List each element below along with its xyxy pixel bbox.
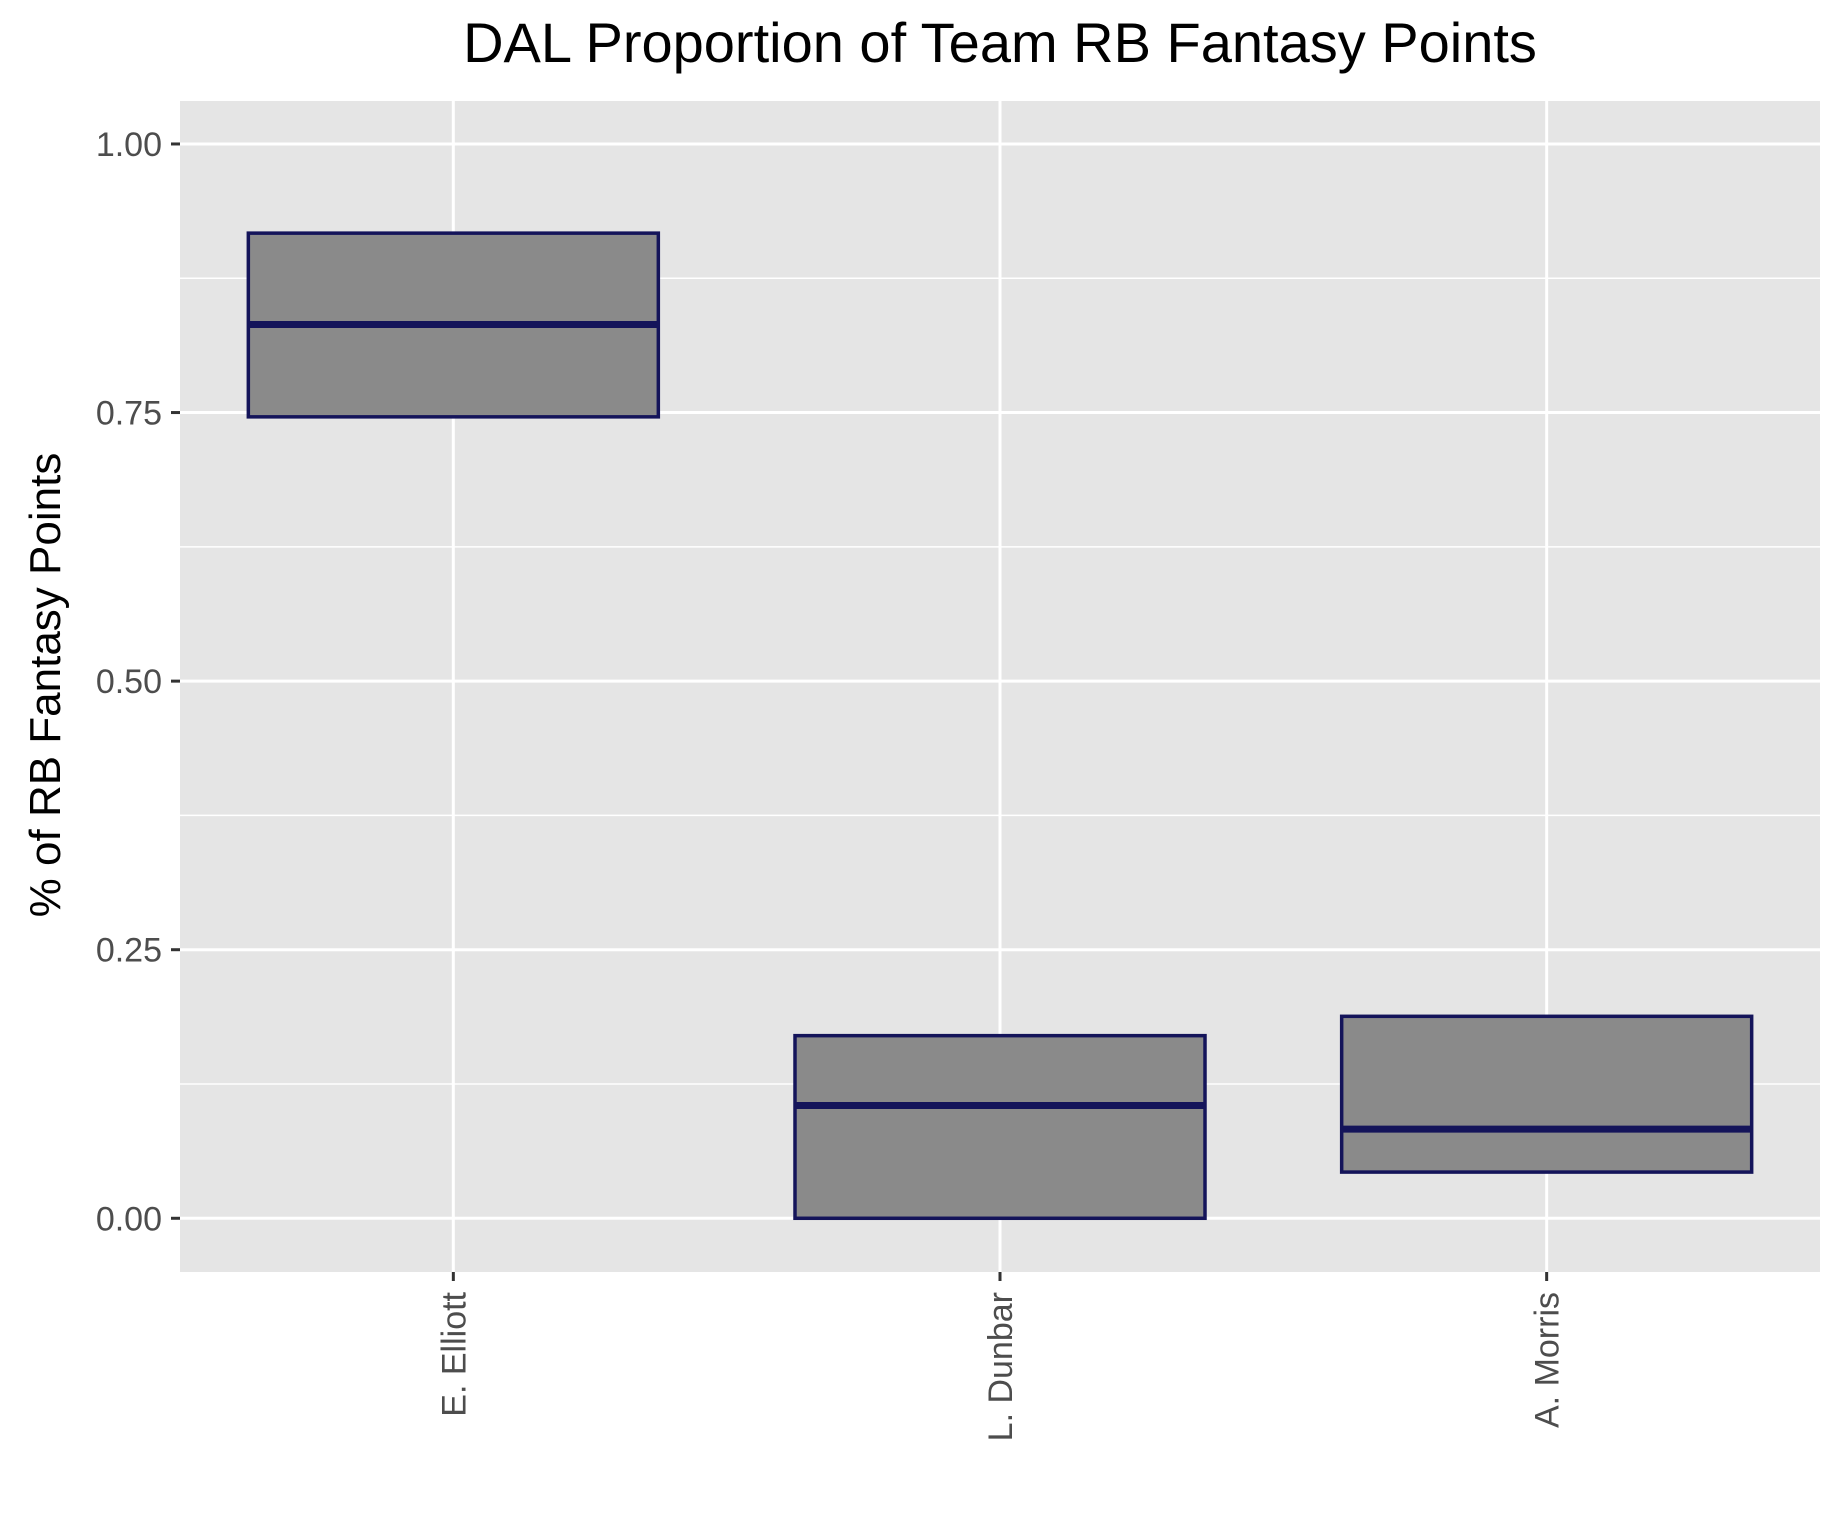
y-tick-label: 0.75	[96, 395, 162, 433]
y-tick-label: 0.00	[96, 1200, 162, 1238]
x-axis: E. Elliott L. Dunbar A. Morris	[435, 1272, 1567, 1441]
chart-title: DAL Proportion of Team RB Fantasy Points	[463, 11, 1537, 74]
x-tick-label: A. Morris	[1529, 1292, 1567, 1428]
y-axis-label: % of RB Fantasy Points	[21, 453, 70, 918]
box	[793, 1033, 1207, 1221]
box	[1339, 1014, 1754, 1174]
x-tick-label: E. Elliott	[435, 1291, 473, 1416]
x-tick-label: L. Dunbar	[982, 1292, 1020, 1441]
boxes	[246, 231, 1754, 1221]
y-axis: 0.00 0.25 0.50 0.75 1.00	[96, 126, 180, 1238]
y-tick-label: 1.00	[96, 126, 162, 164]
y-tick-label: 0.25	[96, 932, 162, 970]
y-tick-label: 0.50	[96, 663, 162, 701]
